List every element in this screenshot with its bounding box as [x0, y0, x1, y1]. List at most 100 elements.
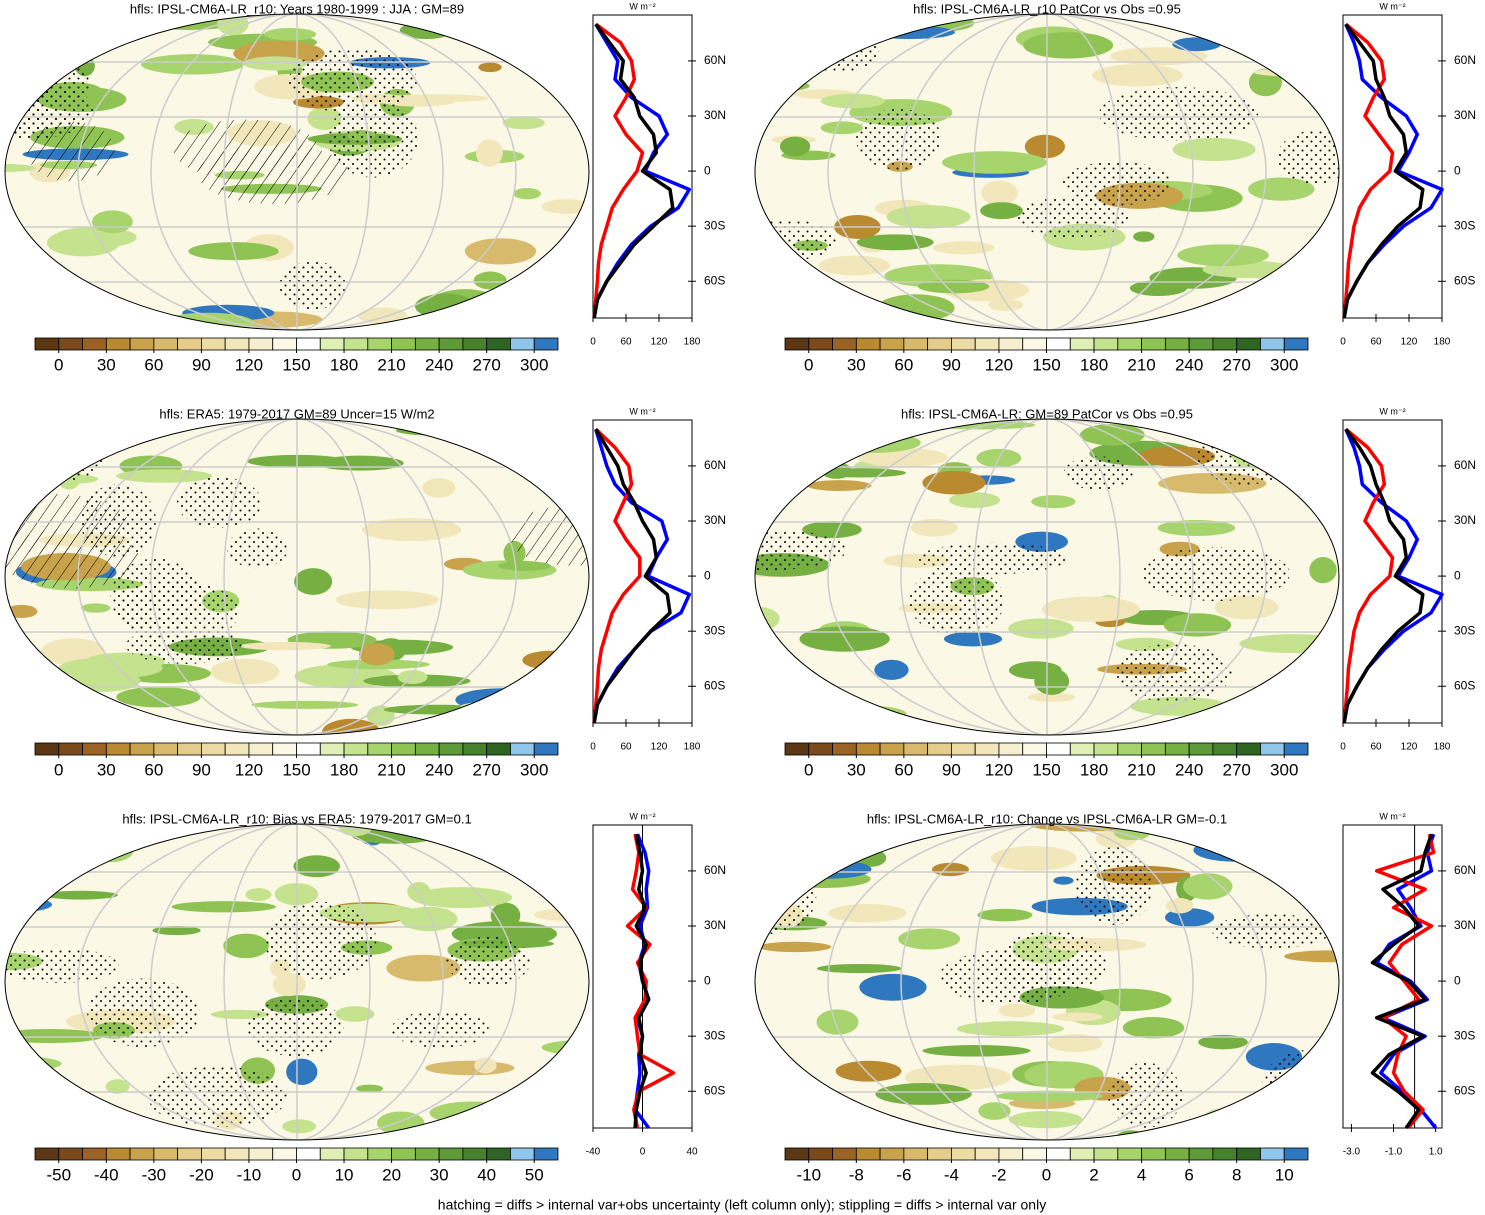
- x-tick-label: 0: [590, 337, 596, 348]
- anomaly: [49, 836, 111, 849]
- colorbar-box: [248, 742, 274, 756]
- anomaly: [1165, 897, 1194, 914]
- colorbar-box: [248, 337, 274, 351]
- colorbar-box: [1236, 337, 1261, 351]
- profile-line: [1342, 427, 1395, 724]
- anomaly: [816, 1009, 859, 1035]
- colorbar-label: 120: [985, 355, 1013, 374]
- stipple: [996, 930, 1107, 994]
- colorbar-box: [34, 742, 60, 756]
- anomaly: [755, 846, 816, 874]
- stipple: [5, 948, 119, 983]
- colorbar-box: [296, 1147, 321, 1161]
- map-field: [755, 14, 1339, 330]
- anomaly: [898, 928, 961, 950]
- y-tick-label: 60N: [1454, 53, 1476, 67]
- anomaly: [931, 862, 970, 877]
- anomaly: [917, 279, 990, 294]
- anomaly: [1309, 557, 1337, 584]
- colorbar-box: [1164, 1147, 1190, 1161]
- anomaly: [1177, 244, 1269, 267]
- stipple: [328, 100, 419, 178]
- colorbar-box: [1093, 1147, 1119, 1161]
- anomaly: [1133, 231, 1155, 242]
- unit-label: W m⁻²: [1379, 1, 1405, 11]
- stipple: [390, 1010, 489, 1048]
- unit-label: W m⁻²: [1379, 811, 1405, 821]
- x-tick-label: 1.0: [1429, 1147, 1443, 1158]
- anomaly: [448, 831, 538, 846]
- colorbar-box: [784, 337, 810, 351]
- map-outline: [754, 13, 1340, 331]
- colorbar-label: 210: [377, 760, 405, 779]
- colorbar-box: [367, 1147, 392, 1161]
- colorbar-label: -40: [94, 1165, 119, 1184]
- colorbar-box: [1141, 742, 1166, 756]
- graticule: [150, 14, 444, 330]
- anomaly: [522, 650, 579, 670]
- x-tick-label: 60: [620, 742, 632, 753]
- graticule: [900, 419, 1194, 735]
- anomaly: [758, 941, 832, 953]
- colorbar-label: 50: [525, 1165, 544, 1184]
- colorbar-label: 300: [520, 760, 548, 779]
- anomaly: [1023, 32, 1114, 59]
- stipple: [15, 57, 91, 105]
- stipple: [1262, 1050, 1339, 1121]
- anomaly: [239, 641, 331, 651]
- profile-line: [1342, 428, 1425, 724]
- colorbar-box: [153, 337, 179, 351]
- x-tick-label: 180: [1434, 337, 1451, 348]
- graticule: [900, 14, 1194, 330]
- anomaly: [361, 518, 462, 542]
- colorbar-label: 30: [847, 355, 866, 374]
- anomaly: [548, 286, 584, 295]
- colorbar-label: 270: [472, 355, 500, 374]
- colorbar-label: 10: [1275, 1165, 1294, 1184]
- stipple: [147, 1066, 287, 1127]
- anomaly: [809, 43, 846, 60]
- colorbar-box: [153, 742, 179, 756]
- unit-label: W m⁻²: [629, 406, 655, 416]
- anomaly: [94, 710, 136, 735]
- unit-label: W m⁻²: [629, 811, 655, 821]
- anomaly: [755, 421, 835, 435]
- graticule: [827, 419, 1267, 735]
- anomaly: [841, 31, 876, 42]
- stipple: [278, 261, 348, 310]
- x-tick-label: 180: [684, 742, 701, 753]
- colorbar-box: [224, 337, 250, 351]
- x-tick-label: 120: [1401, 337, 1418, 348]
- y-tick-label: 30N: [704, 918, 726, 932]
- x-tick-label: 60: [1370, 742, 1382, 753]
- colorbar-box: [319, 742, 345, 756]
- stipple: [1062, 161, 1172, 206]
- colorbar-label: 60: [894, 760, 913, 779]
- hatching: [507, 505, 589, 566]
- profile-line: [592, 23, 675, 319]
- colorbar-label: 0: [804, 355, 813, 374]
- anomaly: [12, 419, 85, 433]
- anomaly: [991, 845, 1077, 871]
- x-tick-label: 0: [590, 742, 596, 753]
- colorbar-box: [224, 742, 250, 756]
- colorbar-box: [855, 1147, 881, 1161]
- stipple: [1099, 87, 1258, 141]
- colorbar-label: 150: [282, 355, 310, 374]
- anomaly: [755, 847, 851, 860]
- anomaly: [978, 1102, 1011, 1120]
- x-tick-label: 0: [1340, 742, 1346, 753]
- colorbar-box: [1093, 742, 1119, 756]
- anomaly: [478, 62, 502, 73]
- x-tick-label: 120: [1401, 742, 1418, 753]
- y-tick-label: 30N: [1454, 918, 1476, 932]
- colorbar-box: [177, 337, 202, 351]
- colorbar-box: [129, 1147, 155, 1161]
- stipple: [1196, 428, 1294, 485]
- colorbar-box: [951, 1147, 976, 1161]
- anomaly: [502, 116, 545, 130]
- footnote: hatching = diffs > internal var+obs unce…: [438, 1197, 1046, 1213]
- y-tick-label: 60N: [1454, 458, 1476, 472]
- colorbar-box: [296, 742, 321, 756]
